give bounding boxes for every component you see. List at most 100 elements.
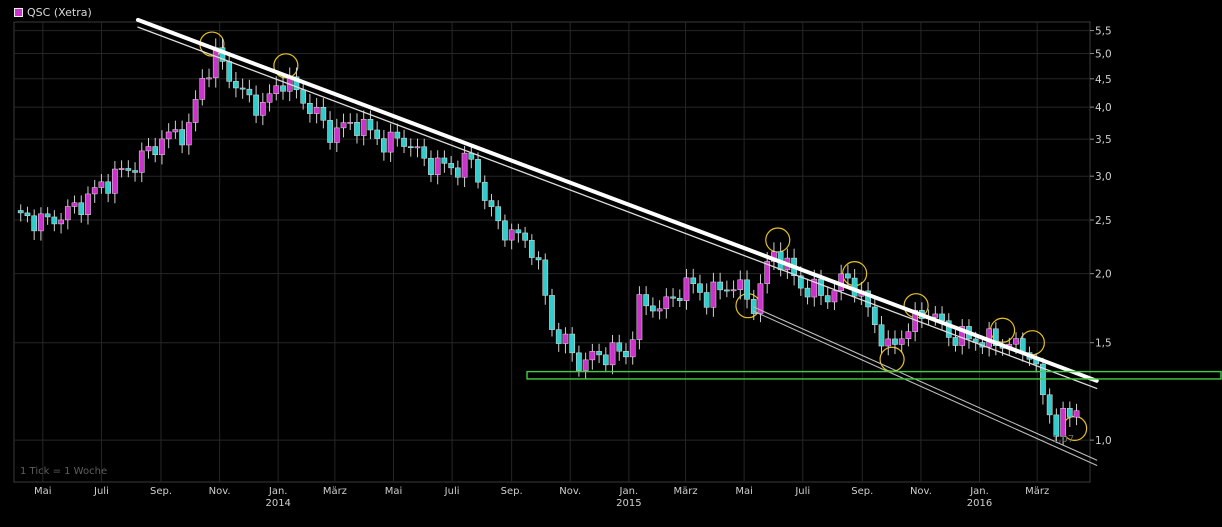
x-tick-label: März xyxy=(323,486,347,497)
candle-body xyxy=(811,278,818,298)
candle-body xyxy=(31,215,38,232)
candle-body xyxy=(495,206,502,222)
candle-body xyxy=(676,298,683,301)
y-tick-label: 1,5 xyxy=(1095,338,1112,350)
candle-body xyxy=(1060,408,1066,437)
candle-body xyxy=(818,278,824,296)
candle-body xyxy=(845,273,851,279)
x-tick-label: Sep. xyxy=(851,486,873,497)
candle-body xyxy=(253,94,259,116)
x-tick-label: Juli xyxy=(794,486,810,497)
x-tick-label: März xyxy=(673,486,697,497)
candle-body xyxy=(932,313,939,318)
candle-body xyxy=(51,216,58,225)
candle-body xyxy=(414,146,421,149)
support-zone-group xyxy=(526,370,1222,380)
legend: QSC (Xetra) xyxy=(14,5,92,19)
candle-body xyxy=(44,213,51,218)
candle-body xyxy=(804,287,811,298)
trendline xyxy=(753,306,1098,461)
candle-body xyxy=(78,202,85,215)
candle-body xyxy=(993,328,999,346)
candle-body xyxy=(421,146,428,159)
legend-swatch xyxy=(14,7,23,17)
candle-body xyxy=(280,85,286,92)
candle-body xyxy=(744,279,750,300)
x-tick-label: Juli xyxy=(93,486,109,497)
x-tick-label: Mai xyxy=(34,486,52,497)
candle-body xyxy=(320,107,327,121)
candle-body xyxy=(596,351,602,356)
x-tick-label: Mai xyxy=(385,486,403,497)
candle-body xyxy=(797,275,804,289)
highlight-circle xyxy=(765,227,791,253)
candle-body xyxy=(461,152,468,178)
candle-body xyxy=(165,131,172,140)
candle-body xyxy=(898,338,905,345)
candle-body xyxy=(616,342,623,352)
candle-body xyxy=(488,200,495,207)
candle-body xyxy=(179,129,185,146)
candle-body xyxy=(212,47,219,79)
candle-body xyxy=(703,292,710,308)
candle-body xyxy=(239,87,246,90)
candle-body xyxy=(549,295,555,330)
candle-body xyxy=(71,202,78,207)
candle-body xyxy=(750,299,757,314)
candle-body xyxy=(528,240,535,258)
candle-body xyxy=(663,296,670,310)
candle-body xyxy=(266,93,273,103)
x-tick-label: März xyxy=(1025,486,1049,497)
x-year-label: 2014 xyxy=(265,498,290,509)
candle-body xyxy=(98,181,105,188)
x-tick-label: Mai xyxy=(735,486,753,497)
candle-body xyxy=(569,333,576,354)
candle-body xyxy=(865,290,871,308)
grid xyxy=(14,22,1090,482)
candle-body xyxy=(347,122,354,124)
candle-body xyxy=(629,339,636,358)
x-tick-label: Nov. xyxy=(559,486,581,497)
candle-body xyxy=(502,220,508,241)
candle-body xyxy=(293,76,300,91)
candle-body xyxy=(562,333,569,344)
x-year-label: 2015 xyxy=(616,498,641,509)
candle-body xyxy=(17,210,24,214)
candle-body xyxy=(1066,408,1073,418)
y-tick-label: 1,0 xyxy=(1095,435,1112,447)
candle-body xyxy=(878,324,885,347)
candle-body xyxy=(333,127,340,143)
candle-body xyxy=(152,146,159,156)
candle-body xyxy=(757,283,764,314)
candle-body xyxy=(690,277,697,285)
candle-body xyxy=(259,102,266,116)
candle-body xyxy=(145,146,152,152)
candle-body xyxy=(394,131,401,139)
candle-body xyxy=(602,354,609,366)
candle-body xyxy=(300,89,307,104)
candle-body xyxy=(945,320,952,338)
candle-body xyxy=(132,170,138,173)
candle-body xyxy=(367,118,374,131)
candle-body xyxy=(683,277,690,301)
candle-body xyxy=(226,61,233,82)
trendlines xyxy=(135,17,1099,466)
candle-body xyxy=(24,212,31,217)
candle-body xyxy=(555,329,562,344)
candle-body xyxy=(307,103,313,114)
candle-body xyxy=(172,129,179,133)
candle-body xyxy=(199,78,206,100)
candle-body xyxy=(441,157,448,164)
y-tick-label: 5,0 xyxy=(1095,48,1112,60)
candle-body xyxy=(360,118,367,136)
candle-body xyxy=(871,306,878,325)
candle-body xyxy=(959,326,966,346)
candle-body xyxy=(670,296,676,299)
candle-body xyxy=(159,138,165,156)
candle-body xyxy=(112,168,118,194)
candle-body xyxy=(885,338,892,347)
legend-label: QSC (Xetra) xyxy=(27,5,92,19)
y-tick-label: 5,5 xyxy=(1095,26,1112,38)
y-tick-label: 4,0 xyxy=(1095,102,1112,114)
